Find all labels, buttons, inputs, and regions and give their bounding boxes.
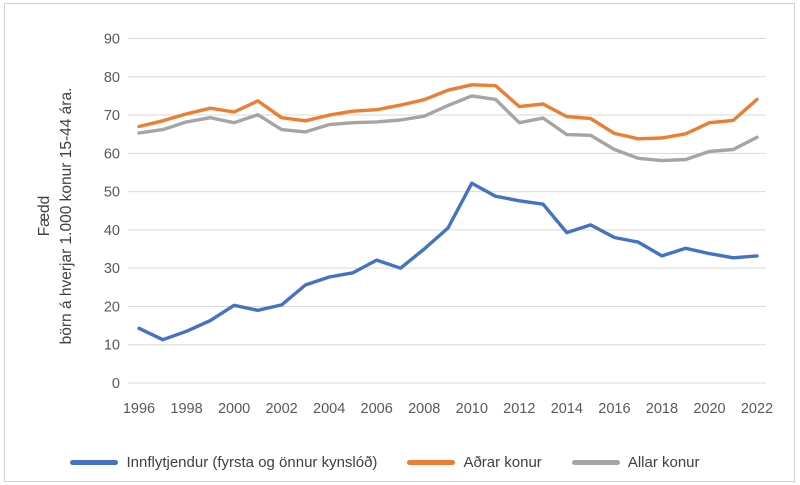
x-tick-label: 2002 [265, 401, 297, 417]
legend-item-adrar-konur: Aðrar konur [407, 454, 542, 471]
legend-item-innflytjendur: Innflytjendur (fyrsta og önnur kynslóð) [70, 454, 377, 471]
y-tick-label: 70 [104, 108, 120, 124]
y-tick-label: 90 [104, 32, 120, 48]
x-tick-label: 2016 [598, 401, 630, 417]
y-tick-label: 60 [104, 146, 120, 162]
legend: Innflytjendur (fyrsta og önnur kynslóð) … [0, 454, 770, 471]
x-tick-label: 2014 [551, 401, 583, 417]
legend-label: Aðrar konur [463, 454, 542, 471]
y-tick-label: 40 [104, 223, 120, 239]
legend-item-allar-konur: Allar konur [571, 454, 700, 471]
x-tick-label: 2004 [313, 401, 345, 417]
x-tick-label: 2018 [646, 401, 678, 417]
x-tick-label: 2012 [503, 401, 535, 417]
y-tick-label: 0 [112, 376, 120, 392]
legend-swatch-blue-line-icon [70, 460, 119, 465]
legend-swatch-orange-line-icon [407, 460, 456, 465]
x-tick-label: 2022 [741, 401, 773, 417]
x-tick-label: 2006 [361, 401, 393, 417]
legend-label: Innflytjendur (fyrsta og önnur kynslóð) [126, 454, 378, 471]
x-tick-label: 1996 [123, 401, 155, 417]
legend-label: Allar konur [627, 454, 700, 471]
x-tick-label: 2020 [693, 401, 725, 417]
y-tick-label: 80 [104, 70, 120, 86]
series-line [137, 83, 759, 141]
x-tick-label: 2000 [218, 401, 250, 417]
x-tick-label: 2008 [408, 401, 440, 417]
y-tick-label: 30 [104, 261, 120, 277]
x-tick-label: 2010 [456, 401, 488, 417]
series-line [137, 181, 759, 342]
y-tick-label: 20 [104, 299, 120, 315]
y-tick-label: 10 [104, 338, 120, 354]
y-tick-label: 50 [104, 185, 120, 201]
legend-swatch-gray-line-icon [571, 460, 620, 465]
chart-frame-border [4, 3, 795, 482]
x-tick-label: 1998 [170, 401, 202, 417]
series-line [137, 94, 759, 163]
